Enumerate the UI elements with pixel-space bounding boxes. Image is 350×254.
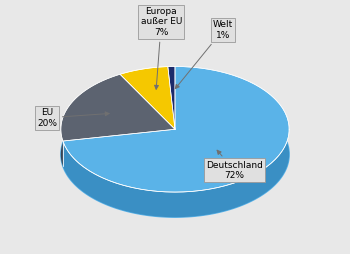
Text: EU
20%: EU 20% — [37, 108, 109, 128]
Polygon shape — [168, 67, 175, 129]
Polygon shape — [61, 74, 175, 141]
Polygon shape — [61, 92, 289, 217]
Text: Deutschland
72%: Deutschland 72% — [206, 150, 263, 180]
Text: Welt
1%: Welt 1% — [175, 20, 233, 89]
Polygon shape — [120, 67, 175, 129]
Polygon shape — [61, 74, 120, 166]
Polygon shape — [63, 67, 289, 192]
Text: Europa
außer EU
7%: Europa außer EU 7% — [141, 7, 182, 89]
Polygon shape — [63, 67, 289, 217]
